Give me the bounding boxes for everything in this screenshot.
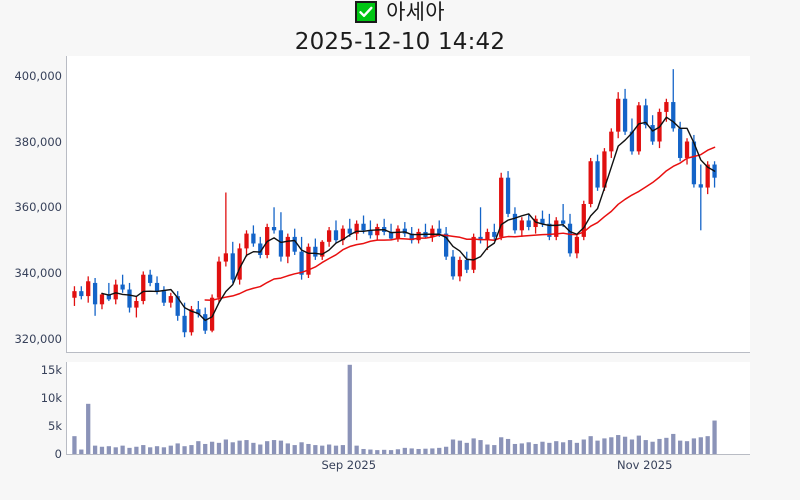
y-tick-label: 380,000 xyxy=(14,134,62,149)
x-tick-label: Nov 2025 xyxy=(617,458,673,472)
price-chart-panel[interactable] xyxy=(66,56,750,353)
y-tick-label: 400,000 xyxy=(14,68,62,83)
volume-chart-panel[interactable] xyxy=(66,362,750,455)
y-tick-label: 5k xyxy=(48,419,62,434)
price-y-axis: 320,000 340,000 360,000 380,000 400,000 xyxy=(0,56,62,354)
page-title: 아세아 xyxy=(386,0,445,24)
y-tick-label: 360,000 xyxy=(14,200,62,215)
y-tick-label: 0 xyxy=(54,447,62,461)
y-tick-label: 15k xyxy=(40,363,62,378)
volume-plot xyxy=(72,364,717,454)
x-tick-label: Sep 2025 xyxy=(321,458,377,472)
y-tick-label: 10k xyxy=(40,391,62,406)
price-plot xyxy=(72,69,717,338)
datetime-label: 2025-12-10 14:42 xyxy=(294,29,506,55)
title-row: 아세아 xyxy=(0,1,800,23)
x-axis: Sep 2025 Nov 2025 xyxy=(66,458,750,480)
green-check-icon[interactable] xyxy=(355,1,378,23)
y-tick-label: 320,000 xyxy=(14,331,62,346)
volume-y-axis: 0 5k 10k 15k xyxy=(0,362,62,461)
chart-header: 아세아 2025-12-10 14:42 xyxy=(0,0,800,58)
y-tick-label: 340,000 xyxy=(14,266,62,281)
